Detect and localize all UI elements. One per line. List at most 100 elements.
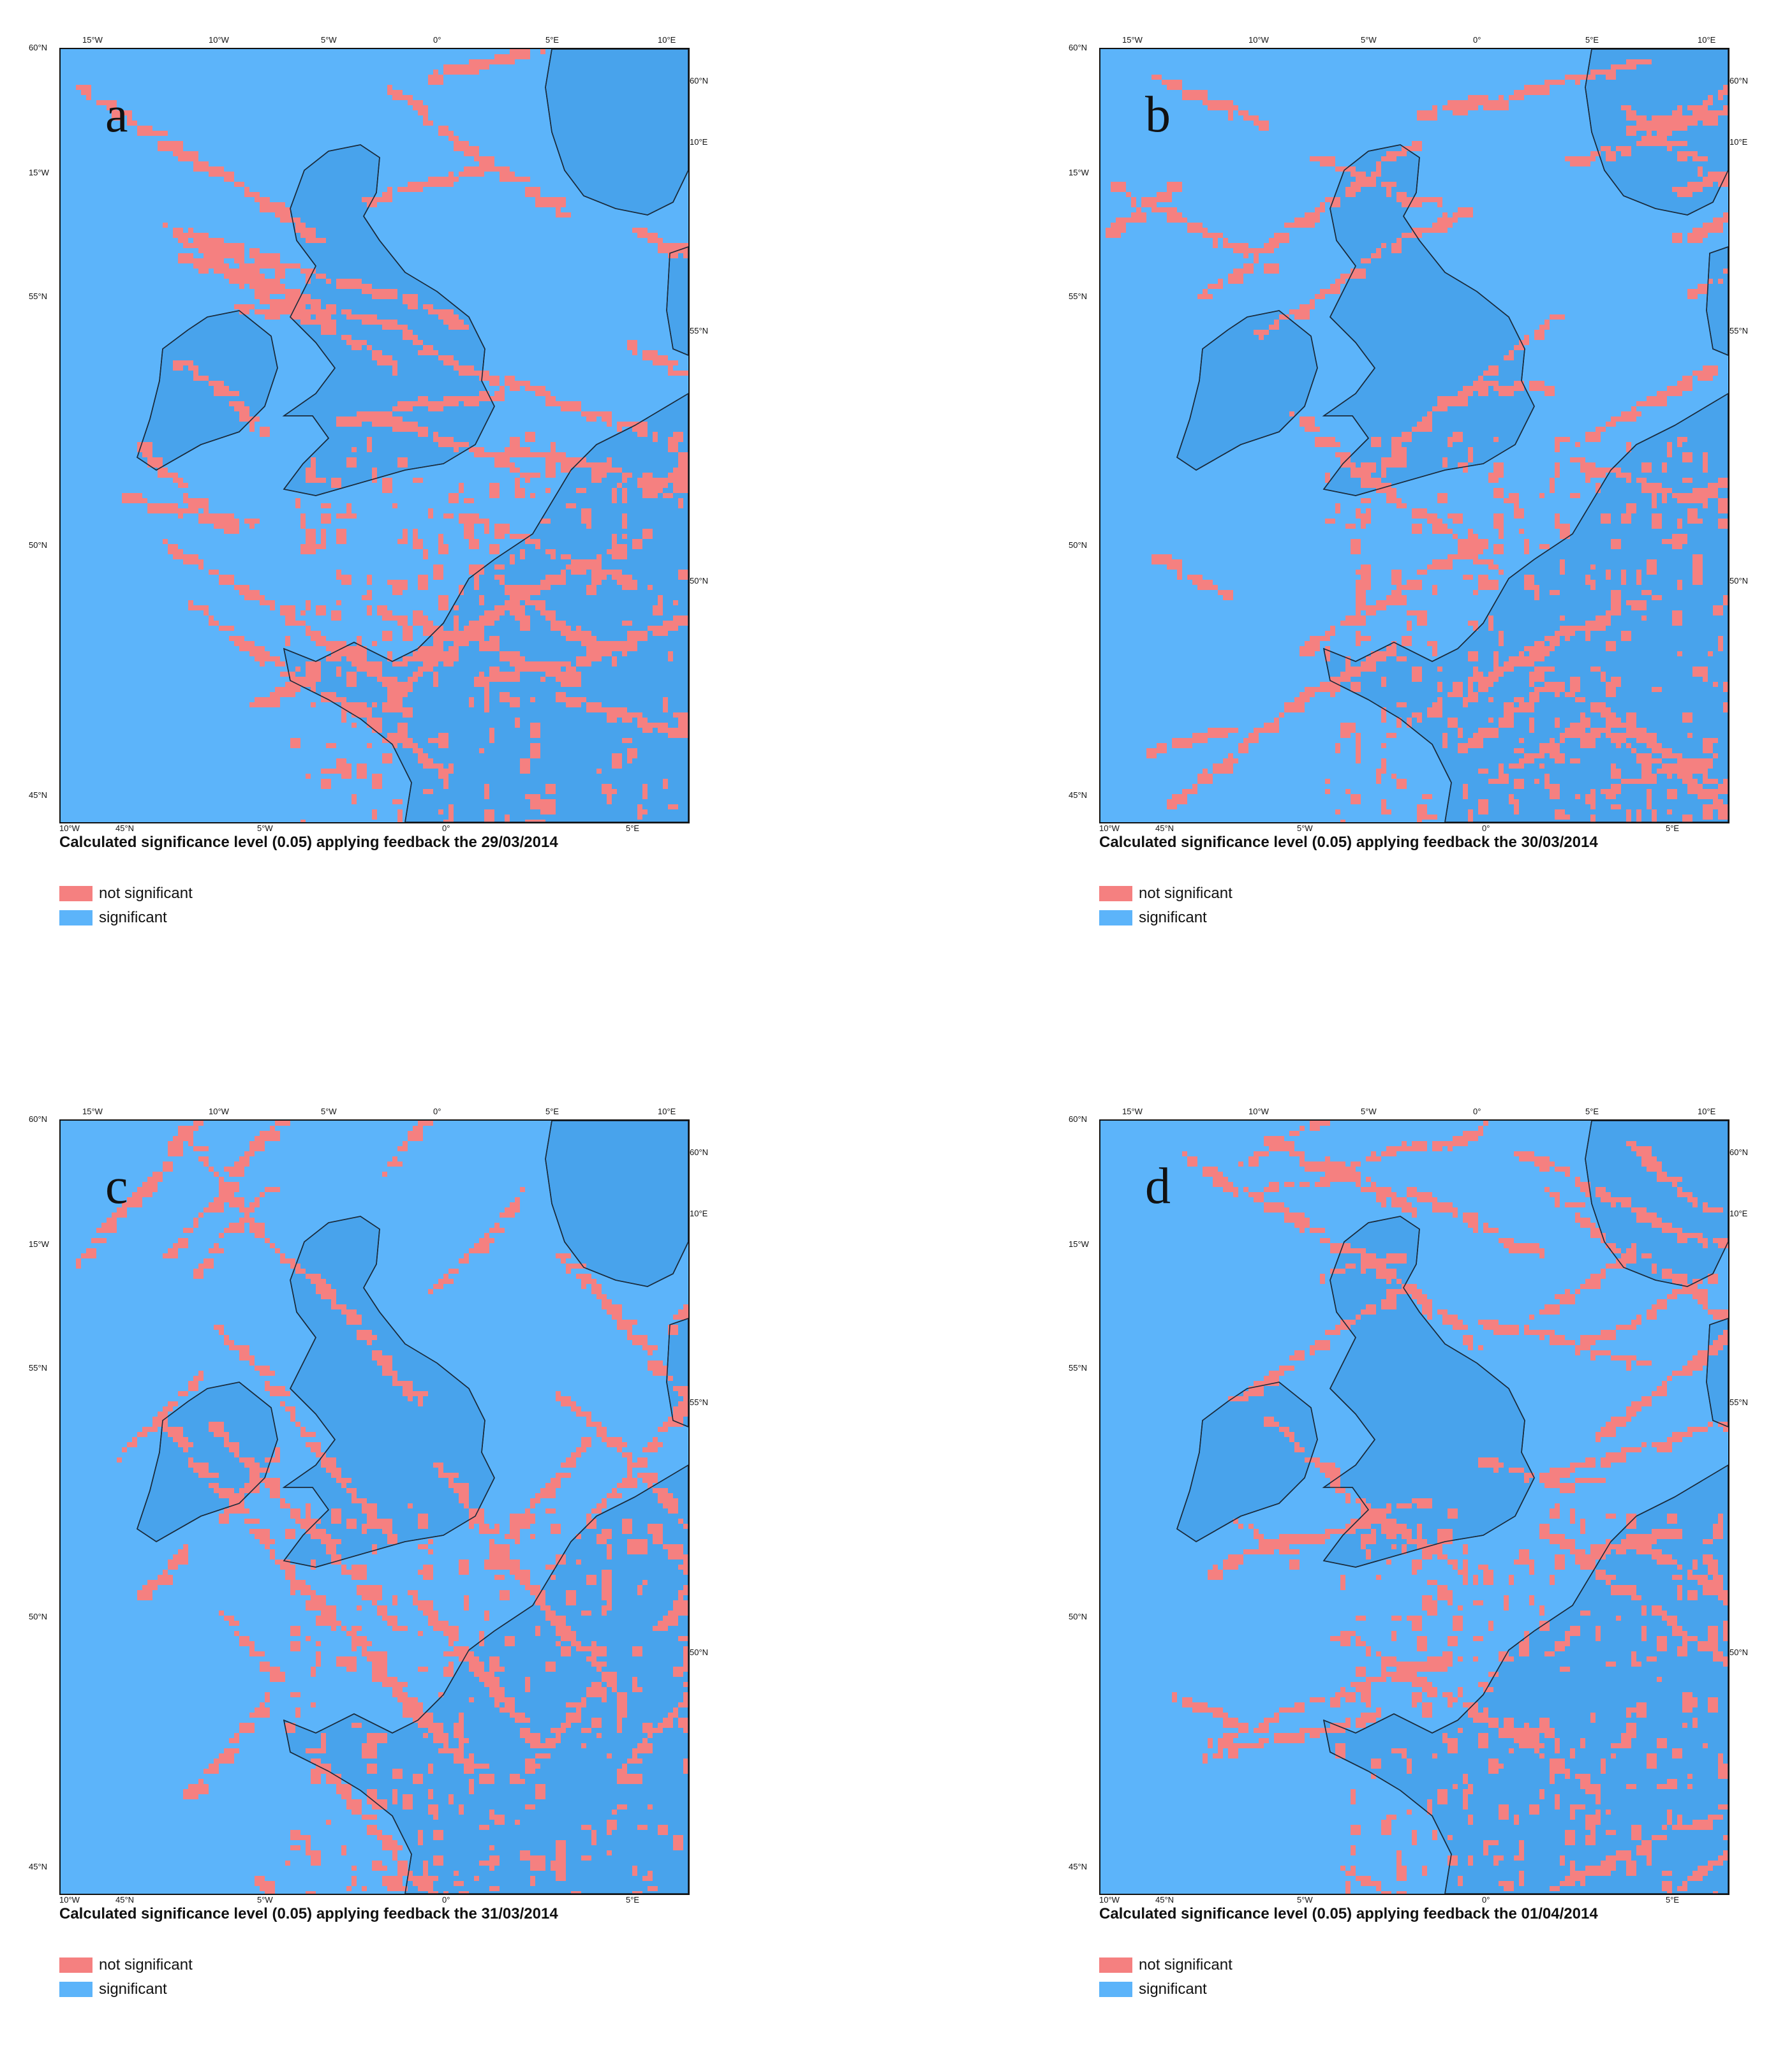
legend-item: not significant (1099, 1953, 1233, 1977)
top-tick-label: 5°E (545, 1107, 559, 1116)
significance-map (1100, 49, 1728, 822)
legend-item: significant (59, 906, 193, 930)
top-tick-label: 5°W (321, 1107, 337, 1116)
right-tick-label: 10°E (1729, 137, 1748, 147)
not-significant-cells (1172, 1121, 1728, 1894)
legend-label: not significant (99, 1956, 193, 1973)
top-tick-label: 5°W (1361, 35, 1377, 45)
right-tick-label: 50°N (690, 576, 709, 586)
bottom-tick-label: 45°N (1155, 1895, 1174, 1905)
continent-coastline (283, 1464, 688, 1894)
map-caption: Calculated significance level (0.05) app… (1099, 834, 1598, 851)
top-tick-label: 0° (1473, 35, 1481, 45)
norway-coastline (1585, 1121, 1728, 1287)
bottom-tick-label: 5°E (1666, 823, 1680, 833)
denmark-coastline (1706, 1318, 1728, 1427)
legend-swatch (1099, 1982, 1132, 1997)
top-tick-label: 10°E (658, 1107, 676, 1116)
legend-label: significant (99, 909, 167, 926)
bottom-tick-label: 5°E (626, 1895, 640, 1905)
right-tick-label: 10°E (1729, 1209, 1748, 1218)
bottom-tick-label: 45°N (115, 1895, 135, 1905)
bottom-tick-label: 5°W (257, 823, 273, 833)
map-frame (1099, 48, 1729, 823)
right-tick-label: 10°E (690, 1209, 708, 1218)
top-tick-label: 10°E (658, 35, 676, 45)
top-tick-label: 10°W (209, 1107, 229, 1116)
panel-letter: d (1145, 1158, 1171, 1214)
right-tick-label: 10°E (690, 137, 708, 147)
right-tick-label: 60°N (690, 1147, 709, 1157)
legend: not significant significant (1099, 881, 1233, 930)
denmark-coastline (666, 246, 688, 356)
map-panel-a: 15°W 10°W 5°W 0° 5°E 10°E 60°N 15°W 55°N 50°N 45°N… (29, 16, 730, 985)
left-tick-label: 55°N (29, 291, 48, 301)
legend-swatch (1099, 910, 1132, 925)
legend-item: not significant (1099, 881, 1233, 906)
bottom-tick-label: 0° (1482, 823, 1490, 833)
top-tick-label: 15°W (1122, 35, 1143, 45)
norway-coastline (1585, 49, 1728, 216)
right-tick-label: 50°N (1729, 1648, 1749, 1657)
top-tick-label: 15°W (82, 35, 103, 45)
bottom-tick-label: 5°E (626, 823, 640, 833)
not-significant-cells (1106, 59, 1728, 822)
top-tick-label: 5°E (1585, 35, 1599, 45)
great-britain-coastline (282, 1216, 495, 1568)
significance-map (61, 49, 688, 822)
top-tick-label: 10°W (209, 35, 229, 45)
top-tick-label: 0° (433, 35, 441, 45)
bottom-tick-label: 10°W (1099, 1895, 1120, 1905)
significance-map (61, 1121, 688, 1894)
left-tick-label: 60°N (1069, 1114, 1088, 1124)
map-panel-b: 15°W 10°W 5°W 0° 5°E 10°E 60°N 15°W 55°N 50°N 45°N… (1069, 16, 1770, 985)
right-tick-label: 55°N (690, 326, 709, 335)
left-tick-label: 45°N (1069, 790, 1088, 800)
top-tick-label: 5°E (1585, 1107, 1599, 1116)
top-tick-label: 15°W (1122, 1107, 1143, 1116)
left-tick-label: 50°N (29, 1612, 48, 1621)
norway-coastline (545, 1121, 688, 1287)
ireland-coastline (1176, 310, 1318, 471)
map-frame (1099, 1119, 1729, 1895)
right-tick-label: 55°N (1729, 1397, 1749, 1407)
bottom-tick-label: 5°W (1297, 823, 1313, 833)
ireland-coastline (137, 1382, 278, 1542)
map-panel-c: 15°W 10°W 5°W 0° 5°E 10°E 60°N 15°W 55°N 50°N 45°N… (29, 1087, 730, 2057)
legend-item: not significant (59, 881, 193, 906)
bottom-tick-label: 10°W (1099, 823, 1120, 833)
left-tick-label: 55°N (29, 1363, 48, 1373)
legend-label: not significant (99, 885, 193, 902)
left-tick-label: 60°N (29, 43, 48, 52)
great-britain-coastline (1322, 1216, 1535, 1568)
top-tick-label: 0° (433, 1107, 441, 1116)
bottom-tick-label: 0° (442, 823, 450, 833)
left-tick-label: 15°W (1069, 168, 1089, 177)
great-britain-coastline (282, 144, 495, 496)
left-tick-label: 15°W (1069, 1239, 1089, 1249)
right-tick-label: 55°N (1729, 326, 1749, 335)
top-tick-label: 0° (1473, 1107, 1481, 1116)
bottom-tick-label: 5°E (1666, 1895, 1680, 1905)
continent-coastline (1322, 1464, 1728, 1894)
top-tick-label: 5°E (545, 35, 559, 45)
map-panel-d: 15°W 10°W 5°W 0° 5°E 10°E 60°N 15°W 55°N 50°N 45°N… (1069, 1087, 1770, 2057)
panel-letter: c (105, 1158, 128, 1214)
legend: not significant significant (59, 1953, 193, 2002)
denmark-coastline (1706, 246, 1728, 356)
legend-item: significant (1099, 906, 1233, 930)
left-tick-label: 50°N (1069, 1612, 1088, 1621)
legend-item: significant (1099, 1977, 1233, 2002)
map-caption: Calculated significance level (0.05) app… (59, 1905, 558, 1922)
left-tick-label: 55°N (1069, 291, 1088, 301)
left-tick-label: 50°N (1069, 540, 1088, 550)
legend-swatch (59, 1982, 93, 1997)
left-tick-label: 15°W (29, 168, 49, 177)
bottom-tick-label: 10°W (59, 1895, 80, 1905)
bottom-tick-label: 45°N (1155, 823, 1174, 833)
legend: not significant significant (1099, 1953, 1233, 2002)
legend-swatch (1099, 886, 1132, 901)
top-tick-label: 15°W (82, 1107, 103, 1116)
right-tick-label: 60°N (1729, 1147, 1749, 1157)
bottom-tick-label: 45°N (115, 823, 135, 833)
